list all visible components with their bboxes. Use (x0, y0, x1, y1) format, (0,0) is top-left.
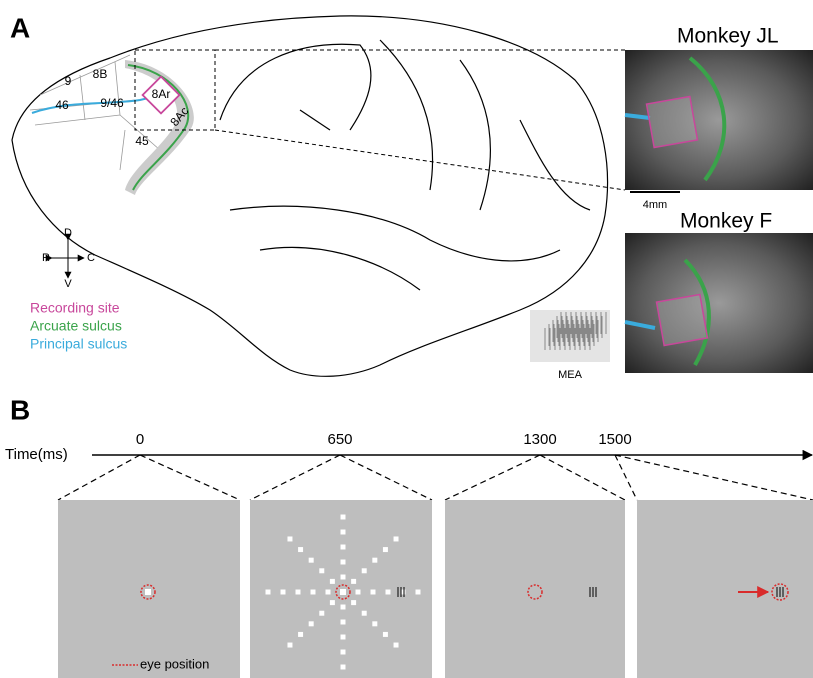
time-label: 1500 (598, 431, 631, 448)
compass-label: D (64, 227, 72, 239)
legend-item: eye position (140, 656, 209, 671)
target (362, 611, 367, 616)
target (341, 605, 346, 610)
target (330, 600, 335, 605)
target (296, 590, 301, 595)
sulcus (220, 44, 371, 130)
target (281, 590, 286, 595)
target (311, 590, 316, 595)
target (394, 536, 399, 541)
target (287, 643, 292, 648)
screen (445, 500, 625, 678)
recording-site (657, 295, 708, 346)
target (383, 547, 388, 552)
target (351, 579, 356, 584)
axis-label: Time(ms) (5, 446, 68, 463)
photo-jl (625, 50, 813, 190)
target (309, 621, 314, 626)
recording-site (647, 97, 698, 148)
time-label: 650 (327, 431, 352, 448)
compass-label: C (87, 252, 95, 264)
target (383, 632, 388, 637)
target (356, 590, 361, 595)
monkey-label: Monkey F (680, 210, 772, 233)
photo (625, 233, 813, 373)
sulcus (230, 206, 560, 261)
target (330, 579, 335, 584)
target (372, 621, 377, 626)
time-labels: 0 650 1300 1500 (136, 431, 632, 448)
target (371, 590, 376, 595)
target (287, 536, 292, 541)
figure: A 9 8B 46 9/46 8Ar 8Ac 45 4mm Monkey JL … (0, 0, 813, 678)
target (341, 560, 346, 565)
target (319, 611, 324, 616)
epoch-lines (58, 455, 813, 500)
sulcus (460, 60, 490, 210)
time-label: 1300 (523, 431, 556, 448)
epoch-line (58, 455, 813, 500)
sulcus (260, 247, 420, 290)
sulcus (380, 40, 433, 190)
area-label: 9 (65, 74, 72, 88)
panel-label: B (10, 394, 30, 425)
area-label: 8Ar (152, 87, 171, 101)
area-label: 45 (135, 134, 149, 148)
area-label: 46 (55, 98, 69, 112)
mea-label: MEA (558, 369, 583, 381)
fixation (340, 589, 346, 595)
target (341, 530, 346, 535)
target (341, 515, 346, 520)
compass-label: R (42, 252, 50, 264)
target (341, 575, 346, 580)
legend-item: Recording site (30, 300, 120, 316)
target (351, 600, 356, 605)
target (372, 558, 377, 563)
screen (637, 500, 813, 678)
target (341, 650, 346, 655)
target (394, 643, 399, 648)
compass-label: V (64, 278, 72, 290)
legend-item: Principal sulcus (30, 336, 127, 352)
scale-label: 4mm (643, 199, 667, 211)
photo-f (625, 233, 813, 373)
target (386, 590, 391, 595)
target (416, 590, 421, 595)
area-label: 8B (93, 67, 108, 81)
monkey-label: Monkey JL (677, 25, 779, 48)
target (298, 632, 303, 637)
target (341, 635, 346, 640)
target (341, 665, 346, 670)
sulcus (520, 120, 590, 210)
sulcus (300, 110, 330, 130)
target (341, 545, 346, 550)
time-label: 0 (136, 431, 144, 448)
target (298, 547, 303, 552)
target (309, 558, 314, 563)
zoom-line (215, 130, 625, 190)
target (341, 620, 346, 625)
target (266, 590, 271, 595)
legend-item: Arcuate sulcus (30, 318, 122, 334)
panel-label: A (10, 12, 30, 43)
target (319, 568, 324, 573)
target (326, 590, 331, 595)
area-label: 9/46 (100, 96, 124, 110)
target (362, 568, 367, 573)
fixation (145, 589, 151, 595)
